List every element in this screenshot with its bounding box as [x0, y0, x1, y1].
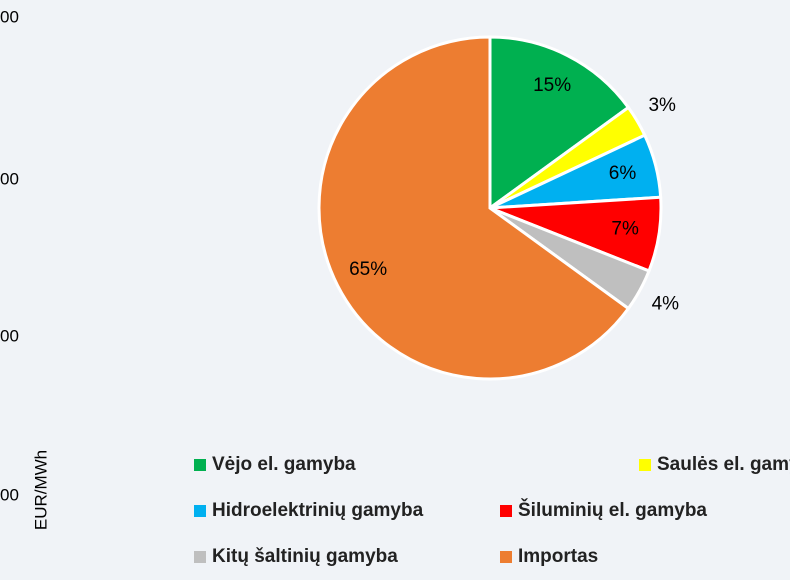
legend-swatch: [500, 551, 512, 563]
legend-label: Vėjo el. gamyba: [212, 454, 356, 475]
legend-swatch: [194, 551, 206, 563]
legend-swatch: [639, 459, 651, 471]
legend-label: Hidroelektrinių gamyba: [212, 500, 424, 521]
data-label: 15%: [533, 75, 571, 96]
legend-label: Saulės el. gamyba: [657, 454, 790, 475]
legend-label: Importas: [518, 546, 598, 567]
clipped-tick-label: 00: [0, 169, 19, 188]
data-label: 7%: [611, 218, 639, 239]
data-label: 6%: [609, 163, 637, 184]
clipped-tick-label: 00: [0, 7, 19, 26]
legend-label: Kitų šaltinių gamyba: [212, 546, 398, 567]
data-label: 65%: [349, 259, 387, 280]
pie-slice: [488, 35, 631, 211]
pie-slice: [317, 35, 631, 381]
legend-swatch: [500, 505, 512, 517]
axis-label: EUR/MWh: [31, 450, 50, 530]
clipped-tick-label: 00: [0, 326, 19, 345]
data-label: 3%: [648, 95, 676, 116]
legend-swatch: [194, 505, 206, 517]
legend-label: Šiluminių el. gamyba: [518, 499, 707, 521]
legend-swatch: [194, 459, 206, 471]
data-label: 4%: [652, 293, 680, 314]
clipped-tick-label: 00: [0, 485, 19, 504]
